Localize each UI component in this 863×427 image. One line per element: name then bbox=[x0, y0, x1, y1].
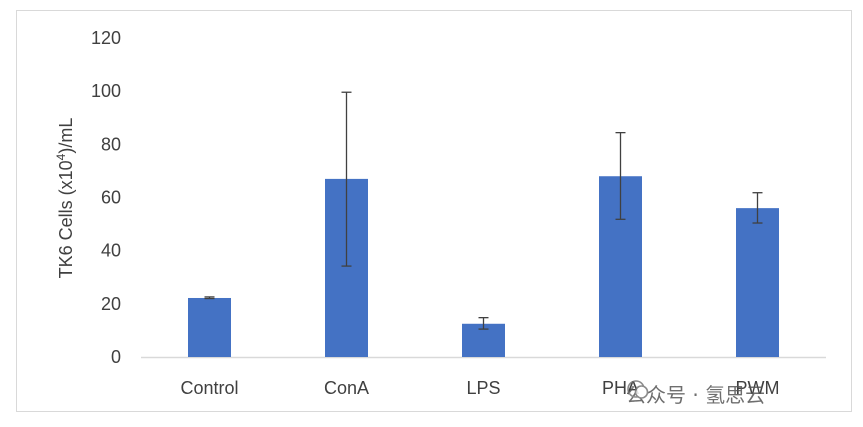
x-tick-label: PWM bbox=[736, 378, 780, 398]
error-bar-pha bbox=[615, 131, 626, 220]
bar-pwm bbox=[736, 208, 779, 357]
watermark: 公众号 · 氢思云 bbox=[626, 378, 765, 408]
y-tick-label: 0 bbox=[111, 347, 121, 367]
error-bar-pwm bbox=[752, 192, 763, 224]
x-tick-label: LPS bbox=[466, 378, 500, 398]
y-tick-label: 60 bbox=[101, 188, 121, 208]
x-tick-label: ConA bbox=[324, 378, 369, 398]
error-bar-lps bbox=[478, 317, 489, 330]
x-tick-label: Control bbox=[180, 378, 238, 398]
y-tick-label: 40 bbox=[101, 241, 121, 261]
y-tick-label: 20 bbox=[101, 294, 121, 314]
y-tick-label: 120 bbox=[91, 28, 121, 48]
watermark-text: 公众号 · 氢思云 bbox=[626, 382, 766, 407]
bar-control bbox=[188, 297, 231, 357]
y-tick-label: 80 bbox=[101, 134, 121, 154]
y-axis-title: TK6 Cells (x104)/mL bbox=[54, 118, 76, 279]
error-bar-cona bbox=[341, 91, 352, 267]
chart-frame bbox=[16, 10, 852, 412]
y-tick-label: 100 bbox=[91, 81, 121, 101]
chat-bubble-icon bbox=[627, 380, 649, 399]
error-bar-control bbox=[204, 296, 215, 300]
